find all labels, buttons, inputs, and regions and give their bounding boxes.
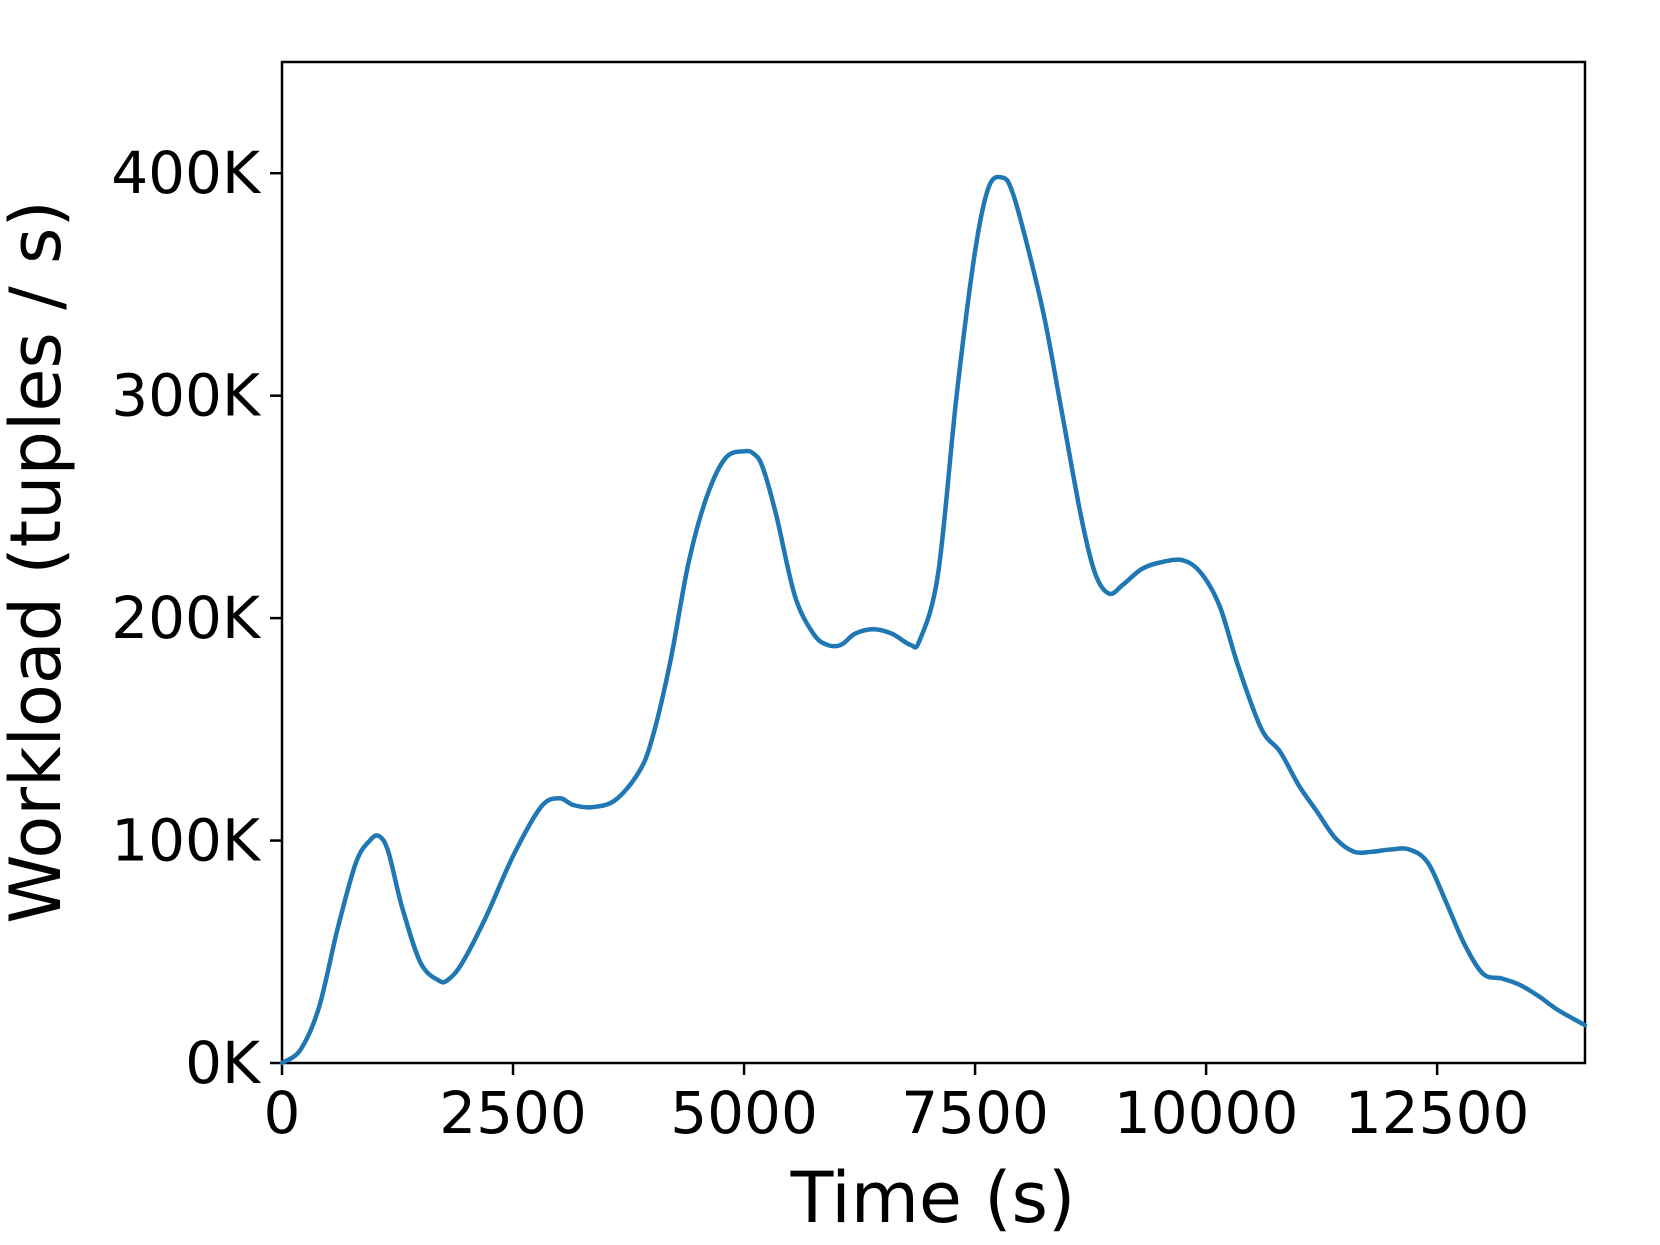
x-tick-label: 10000 bbox=[1114, 1079, 1299, 1147]
y-tick-label: 300K bbox=[111, 362, 262, 430]
y-axis-ticks: 0K 100K 200K 300K 400K bbox=[111, 139, 282, 1097]
series-line bbox=[279, 174, 1588, 1066]
x-tick-label: 7500 bbox=[901, 1079, 1049, 1147]
y-tick-label: 200K bbox=[111, 584, 262, 652]
x-tick-label: 0 bbox=[264, 1079, 301, 1147]
x-tick-label: 12500 bbox=[1345, 1079, 1530, 1147]
y-tick-label: 400K bbox=[111, 139, 262, 207]
plot-frame bbox=[280, 60, 1587, 1065]
x-tick-label: 5000 bbox=[670, 1079, 818, 1147]
x-axis-label: Time (s) bbox=[790, 1157, 1076, 1239]
y-tick-label: 100K bbox=[111, 807, 262, 875]
y-tick-label: 0K bbox=[185, 1029, 262, 1097]
x-axis-ticks: 0 2500 5000 7500 10000 12500 bbox=[264, 1063, 1530, 1147]
y-axis-label: Workload (tuples / s) bbox=[0, 200, 77, 924]
x-tick-label: 2500 bbox=[439, 1079, 587, 1147]
